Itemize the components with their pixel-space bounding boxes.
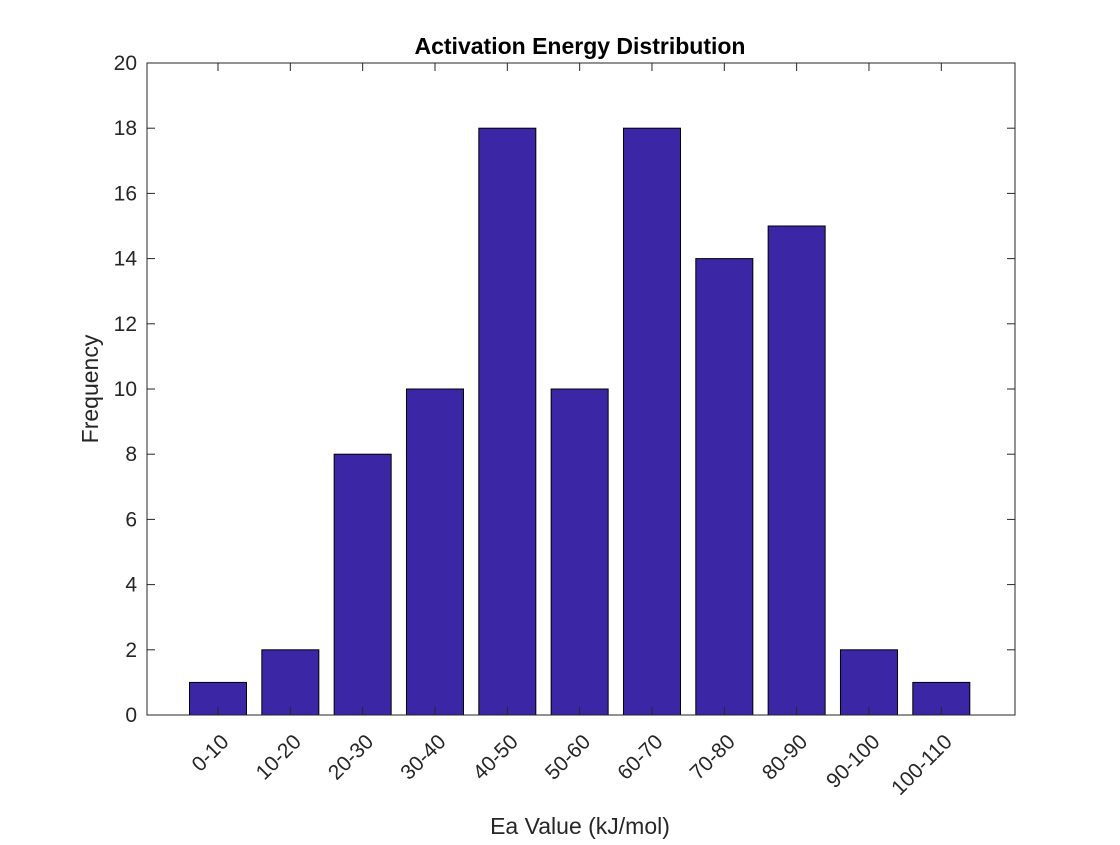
bar-30-40 bbox=[405, 388, 464, 716]
x-tick-label: 10-20 bbox=[252, 730, 306, 784]
chart-title: Activation Energy Distribution bbox=[415, 33, 746, 59]
bar-10-20 bbox=[261, 649, 320, 716]
bar-50-60 bbox=[550, 388, 609, 716]
y-tick-label: 16 bbox=[114, 182, 137, 205]
x-tick-label: 0-10 bbox=[188, 730, 234, 776]
x-axis-label: Ea Value (kJ/mol) bbox=[490, 813, 670, 839]
x-tick-label: 70-80 bbox=[686, 730, 740, 784]
bar-90-100 bbox=[839, 649, 898, 716]
y-tick-label: 20 bbox=[114, 52, 137, 75]
x-tick-label: 100-110 bbox=[887, 730, 957, 800]
x-tick-label: 90-100 bbox=[822, 730, 885, 793]
x-tick-label: 20-30 bbox=[324, 730, 378, 784]
y-tick-label: 2 bbox=[125, 639, 137, 662]
x-tick-label: 40-50 bbox=[469, 730, 523, 784]
y-tick-label: 8 bbox=[125, 443, 137, 466]
bar-20-30 bbox=[333, 453, 392, 716]
y-tick-label: 18 bbox=[114, 117, 137, 140]
y-tick-label: 10 bbox=[114, 378, 137, 401]
y-axis-label: Frequency bbox=[77, 334, 103, 443]
bar-80-90 bbox=[767, 225, 826, 716]
bar-70-80 bbox=[695, 258, 754, 716]
y-tick-label: 12 bbox=[114, 313, 137, 336]
x-tick-label: 30-40 bbox=[396, 730, 450, 784]
y-tick-label: 4 bbox=[125, 574, 137, 597]
x-tick-label: 60-70 bbox=[613, 730, 667, 784]
bars-layer bbox=[189, 127, 971, 716]
x-tick-label: 50-60 bbox=[541, 730, 595, 784]
x-tick-label: 80-90 bbox=[758, 730, 812, 784]
y-tick-label: 0 bbox=[125, 704, 137, 727]
y-tick-label: 14 bbox=[114, 248, 138, 271]
axes-box bbox=[146, 62, 1016, 716]
bar-40-50 bbox=[478, 127, 537, 716]
bar-60-70 bbox=[622, 127, 681, 716]
y-tick-label: 6 bbox=[125, 508, 137, 531]
